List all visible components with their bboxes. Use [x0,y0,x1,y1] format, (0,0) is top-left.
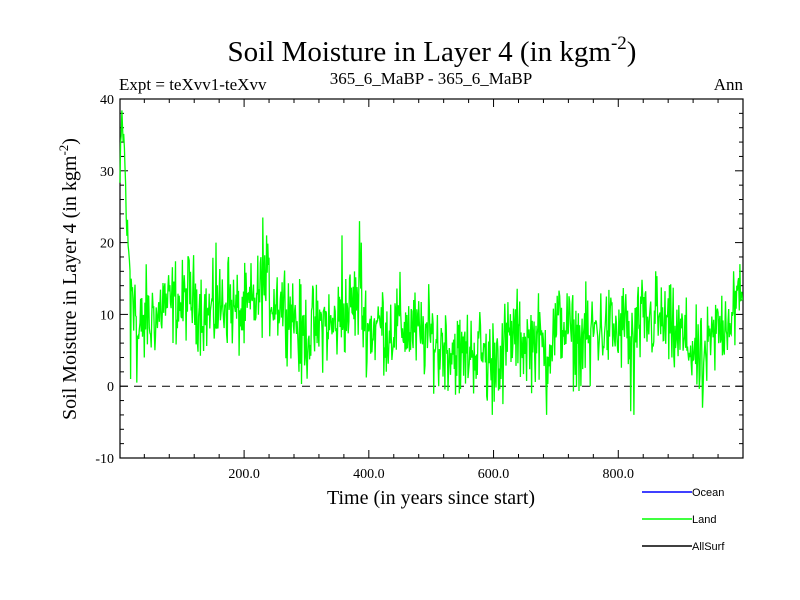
legend-ocean-label: Ocean [692,487,724,499]
land-series-line [119,110,744,415]
legend: Ocean Land AllSurf [642,487,725,553]
x-tick-label: 800.0 [603,467,635,482]
x-tick-label: 200.0 [228,467,260,482]
y-axis-label: Soil Moisture in Layer 4 (in kgm-2) [56,138,81,420]
experiment-label: Expt = teXvv1-teXvv [119,75,267,94]
y-tick-label: 10 [100,308,114,323]
x-tick-label: 600.0 [478,467,510,482]
x-tick-label: 400.0 [353,467,385,482]
plot-frame [119,98,744,459]
y-tick-label: 40 [100,93,114,108]
y-axis: -10 0 10 20 30 40 [95,93,743,467]
y-tick-label: 0 [107,380,114,395]
legend-allsurf-label: AllSurf [692,541,725,553]
x-axis: 200.0 400.0 600.0 800.0 [143,99,719,482]
x-axis-label: Time (in years since start) [327,487,535,509]
y-tick-label: 20 [100,237,114,252]
legend-land-label: Land [692,514,716,526]
period-label: 365_6_MaBP - 365_6_MaBP [330,69,532,88]
chart-title: Soil Moisture in Layer 4 (in kgm-2) [228,33,637,68]
y-tick-label: -10 [95,452,114,467]
y-tick-label: 30 [100,165,114,180]
season-label: Ann [714,75,744,94]
